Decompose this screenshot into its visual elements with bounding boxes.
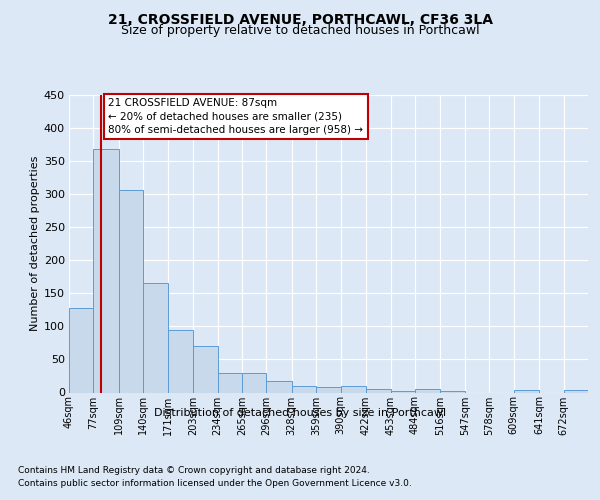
Text: Size of property relative to detached houses in Porthcawl: Size of property relative to detached ho… [121,24,479,37]
Text: Contains public sector information licensed under the Open Government Licence v3: Contains public sector information licen… [18,478,412,488]
Bar [218,372,242,392]
Bar [440,391,465,392]
Bar [119,190,143,392]
Bar [242,372,266,392]
Bar [391,391,415,392]
Bar [292,386,316,392]
Bar [168,330,193,392]
Y-axis label: Number of detached properties: Number of detached properties [29,156,40,332]
Bar [415,389,440,392]
Bar [266,380,292,392]
Bar [94,149,119,392]
Text: Contains HM Land Registry data © Crown copyright and database right 2024.: Contains HM Land Registry data © Crown c… [18,466,370,475]
Text: 21 CROSSFIELD AVENUE: 87sqm
← 20% of detached houses are smaller (235)
80% of se: 21 CROSSFIELD AVENUE: 87sqm ← 20% of det… [109,98,364,134]
Bar [366,389,391,392]
Text: 21, CROSSFIELD AVENUE, PORTHCAWL, CF36 3LA: 21, CROSSFIELD AVENUE, PORTHCAWL, CF36 3… [107,12,493,26]
Bar [316,387,341,392]
Bar [514,390,539,392]
Text: Distribution of detached houses by size in Porthcawl: Distribution of detached houses by size … [154,408,446,418]
Bar [563,390,588,392]
Bar [69,308,94,392]
Bar [193,346,218,393]
Bar [341,386,366,392]
Bar [143,284,168,393]
